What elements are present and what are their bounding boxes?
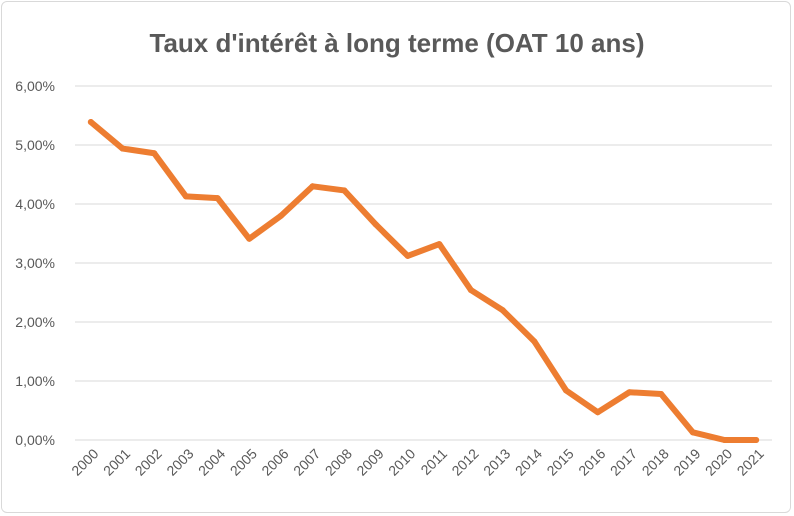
x-tick-label: 2000 bbox=[68, 445, 101, 478]
x-tick-label: 2014 bbox=[512, 445, 545, 478]
data-point bbox=[119, 145, 126, 152]
x-tick-label: 2017 bbox=[607, 445, 640, 478]
data-point bbox=[87, 118, 94, 125]
x-tick-label: 2010 bbox=[385, 445, 418, 478]
data-point bbox=[309, 183, 316, 190]
data-point bbox=[689, 429, 696, 436]
x-tick-label: 2016 bbox=[575, 445, 608, 478]
series-group bbox=[87, 118, 760, 443]
x-tick-label: 2013 bbox=[480, 445, 513, 478]
data-point bbox=[151, 150, 158, 157]
data-point bbox=[531, 338, 538, 345]
chart-title: Taux d'intérêt à long terme (OAT 10 ans) bbox=[150, 28, 645, 58]
x-tick-label: 2021 bbox=[734, 445, 767, 478]
data-point bbox=[277, 212, 284, 219]
x-tick-label: 2012 bbox=[448, 445, 481, 478]
x-tick-label: 2015 bbox=[543, 445, 576, 478]
x-tick-label: 2008 bbox=[322, 445, 355, 478]
data-point bbox=[563, 387, 570, 394]
data-point bbox=[499, 307, 506, 314]
data-point bbox=[626, 389, 633, 396]
data-point bbox=[436, 241, 443, 248]
data-point bbox=[182, 193, 189, 200]
x-tick-label: 2020 bbox=[702, 445, 735, 478]
data-point bbox=[214, 195, 221, 202]
data-point bbox=[468, 287, 475, 294]
x-tick-label: 2009 bbox=[353, 445, 386, 478]
data-point bbox=[404, 252, 411, 259]
y-tick-label: 6,00% bbox=[15, 78, 55, 94]
y-tick-label: 5,00% bbox=[15, 137, 55, 153]
x-tick-label: 2003 bbox=[163, 445, 196, 478]
data-point bbox=[753, 437, 760, 443]
x-tick-label: 2005 bbox=[227, 445, 260, 478]
y-tick-label: 2,00% bbox=[15, 314, 55, 330]
y-tick-label: 3,00% bbox=[15, 255, 55, 271]
x-tick-label: 2004 bbox=[195, 445, 228, 478]
x-tick-label: 2002 bbox=[132, 445, 165, 478]
series-line bbox=[87, 118, 760, 443]
y-tick-label: 0,00% bbox=[15, 432, 55, 448]
x-tick-label: 2011 bbox=[417, 445, 450, 478]
x-tick-label: 2018 bbox=[639, 445, 672, 478]
x-tick-label: 2019 bbox=[670, 445, 703, 478]
y-tick-label: 1,00% bbox=[15, 373, 55, 389]
gridlines bbox=[75, 85, 772, 441]
x-tick-label: 2001 bbox=[100, 445, 133, 478]
y-axis-ticks: 0,00% 1,00% 2,00% 3,00% 4,00% 5,00% 6,00% bbox=[15, 78, 55, 448]
data-point bbox=[594, 409, 601, 416]
data-point bbox=[372, 221, 379, 228]
data-point bbox=[721, 437, 728, 443]
data-point bbox=[658, 390, 665, 397]
y-tick-label: 4,00% bbox=[15, 196, 55, 212]
x-axis-ticks: 2000200120022003200420052006200720082009… bbox=[68, 445, 767, 478]
data-point bbox=[246, 235, 253, 242]
x-tick-label: 2006 bbox=[258, 445, 291, 478]
data-point bbox=[341, 187, 348, 194]
x-tick-label: 2007 bbox=[290, 445, 323, 478]
